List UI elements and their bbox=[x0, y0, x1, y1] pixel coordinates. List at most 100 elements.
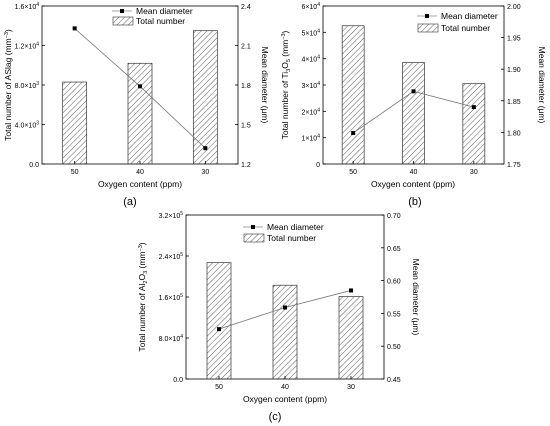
right-tick-label: 0.45 bbox=[387, 377, 401, 384]
left-axis-ticks: 0 1×104 2×104 3×104 4×104 5×104 6×104 bbox=[301, 2, 326, 169]
legend-label-mean-diameter: Mean diameter bbox=[136, 6, 193, 16]
mean-diameter-point-30 bbox=[203, 146, 208, 151]
right-tick-label: 1.75 bbox=[507, 162, 521, 169]
chart-panel-c: 0.0 8.0×104 1.6×105 2.4×105 3.2×105 0.45 0.50… bbox=[137, 211, 421, 423]
right-axis-ticks: 1.2 1.5 1.8 2.1 2.4 bbox=[235, 4, 251, 169]
legend-label-total-number: Total number bbox=[441, 23, 490, 33]
legend-label-mean-diameter: Mean diameter bbox=[267, 222, 324, 232]
right-axis-ticks: 0.45 0.50 0.55 0.60 0.65 0.70 bbox=[381, 213, 401, 384]
right-tick-label: 1.2 bbox=[241, 162, 251, 169]
right-tick-label: 0.60 bbox=[387, 279, 401, 286]
left-axis-ticks: 0.0 4.0×103 8.0×103 1.2×104 1.6×104 bbox=[15, 2, 45, 169]
mean-diameter-point-40 bbox=[283, 305, 287, 310]
legend-label-mean-diameter: Mean diameter bbox=[441, 11, 498, 21]
left-tick-label: 3.2×105 bbox=[159, 211, 184, 220]
legend-hatch-swatch bbox=[417, 23, 439, 33]
left-tick-label: 2.4×105 bbox=[159, 252, 184, 261]
legend: Mean diameter Total number bbox=[112, 6, 193, 26]
mean-diameter-point-40 bbox=[411, 89, 416, 94]
right-tick-label: 0.50 bbox=[387, 344, 401, 351]
x-tick-label: 30 bbox=[201, 169, 209, 176]
bar-30 bbox=[192, 30, 218, 165]
bar-30 bbox=[462, 83, 486, 165]
bar-50 bbox=[62, 81, 88, 165]
right-tick-label: 1.80 bbox=[507, 130, 521, 137]
y-axis-label-left: Total number of Al2O3 (mm−3) bbox=[137, 242, 149, 351]
y-axis-label-left: Total number of ASlag (mm−3) bbox=[3, 29, 13, 141]
y-axis-label-right: Mean diameter (μm) bbox=[260, 47, 270, 124]
right-tick-label: 2.1 bbox=[241, 44, 251, 51]
y-axis-label-right: Mean diameter (μm) bbox=[537, 47, 547, 124]
x-axis-label: Oxygen content (ppm) bbox=[243, 394, 327, 404]
legend-hatch-swatch bbox=[112, 16, 134, 26]
right-tick-label: 0.55 bbox=[387, 311, 401, 318]
chart-panel-b: 0 1×104 2×104 3×104 4×104 5×104 6×104 1.75 1.80… bbox=[280, 2, 547, 208]
panel-label-c: (c) bbox=[269, 411, 282, 423]
legend-marker-swatch bbox=[120, 9, 124, 13]
left-tick-label: 1×104 bbox=[301, 134, 320, 143]
left-tick-label: 8.0×104 bbox=[159, 334, 184, 343]
bars bbox=[341, 25, 486, 165]
panel-label-b: (b) bbox=[408, 196, 421, 208]
panel-label-a: (a) bbox=[123, 196, 136, 208]
legend-hatch-swatch bbox=[243, 233, 265, 243]
bars bbox=[206, 262, 364, 380]
mean-diameter-series bbox=[217, 288, 353, 332]
left-tick-label: 8.0×103 bbox=[15, 81, 40, 90]
x-axis-label: Oxygen content (ppm) bbox=[98, 179, 182, 189]
x-tick-label: 50 bbox=[349, 169, 357, 176]
x-axis-ticks: 50 40 30 bbox=[215, 376, 355, 391]
right-axis-ticks: 1.75 1.80 1.85 1.90 1.95 2.00 bbox=[501, 4, 521, 169]
left-tick-label: 0.0 bbox=[173, 377, 183, 384]
mean-diameter-series bbox=[351, 89, 476, 136]
x-tick-label: 40 bbox=[281, 384, 289, 391]
x-axis-label: Oxygen content (ppm) bbox=[371, 179, 455, 189]
bar-30 bbox=[338, 296, 364, 380]
legend-label-total-number: Total number bbox=[267, 233, 316, 243]
y-axis-label-left: Total number of Ti3O5 (mm−3) bbox=[280, 30, 292, 139]
left-axis-ticks: 0.0 8.0×104 1.6×105 2.4×105 3.2×105 bbox=[159, 211, 189, 384]
left-tick-label: 0.0 bbox=[29, 162, 39, 169]
right-tick-label: 2.00 bbox=[507, 4, 521, 11]
left-tick-label: 4×104 bbox=[301, 55, 320, 64]
x-tick-label: 30 bbox=[347, 384, 355, 391]
mean-diameter-point-30 bbox=[471, 105, 476, 110]
x-tick-label: 50 bbox=[71, 169, 79, 176]
legend: Mean diameter Total number bbox=[417, 11, 498, 33]
bar-40 bbox=[127, 62, 153, 165]
mean-diameter-point-40 bbox=[138, 84, 142, 89]
legend-marker-swatch bbox=[251, 225, 255, 229]
right-tick-label: 1.90 bbox=[507, 67, 521, 74]
left-tick-label: 1.6×105 bbox=[159, 293, 184, 302]
mean-diameter-point-50 bbox=[72, 26, 77, 31]
left-tick-label: 6×104 bbox=[301, 2, 320, 11]
left-tick-label: 1.6×104 bbox=[15, 2, 40, 11]
right-tick-label: 2.4 bbox=[241, 4, 251, 11]
right-tick-label: 1.8 bbox=[241, 83, 251, 90]
x-tick-label: 30 bbox=[470, 169, 478, 176]
right-tick-label: 0.65 bbox=[387, 246, 401, 253]
x-axis-ticks: 50 40 30 bbox=[349, 161, 478, 176]
bar-40 bbox=[272, 284, 298, 380]
right-tick-label: 1.5 bbox=[241, 123, 251, 130]
x-axis-ticks: 50 40 30 bbox=[71, 161, 209, 176]
x-tick-label: 40 bbox=[410, 169, 418, 176]
legend-marker-swatch bbox=[425, 14, 429, 18]
bar-50 bbox=[341, 25, 365, 165]
x-tick-label: 40 bbox=[136, 169, 144, 176]
bar-50 bbox=[206, 262, 232, 380]
legend-label-total-number: Total number bbox=[136, 16, 185, 26]
y-axis-label-right: Mean diameter (μm) bbox=[411, 259, 421, 336]
mean-diameter-point-50 bbox=[351, 131, 356, 136]
left-tick-label: 4.0×103 bbox=[15, 121, 40, 130]
right-tick-label: 0.70 bbox=[387, 213, 401, 220]
legend: Mean diameter Total number bbox=[243, 222, 324, 243]
mean-diameter-point-30 bbox=[349, 288, 353, 293]
right-tick-label: 1.95 bbox=[507, 36, 521, 43]
right-tick-label: 1.85 bbox=[507, 99, 521, 106]
mean-diameter-point-50 bbox=[217, 327, 221, 332]
bars bbox=[62, 30, 218, 165]
left-tick-label: 1.2×104 bbox=[15, 42, 40, 51]
